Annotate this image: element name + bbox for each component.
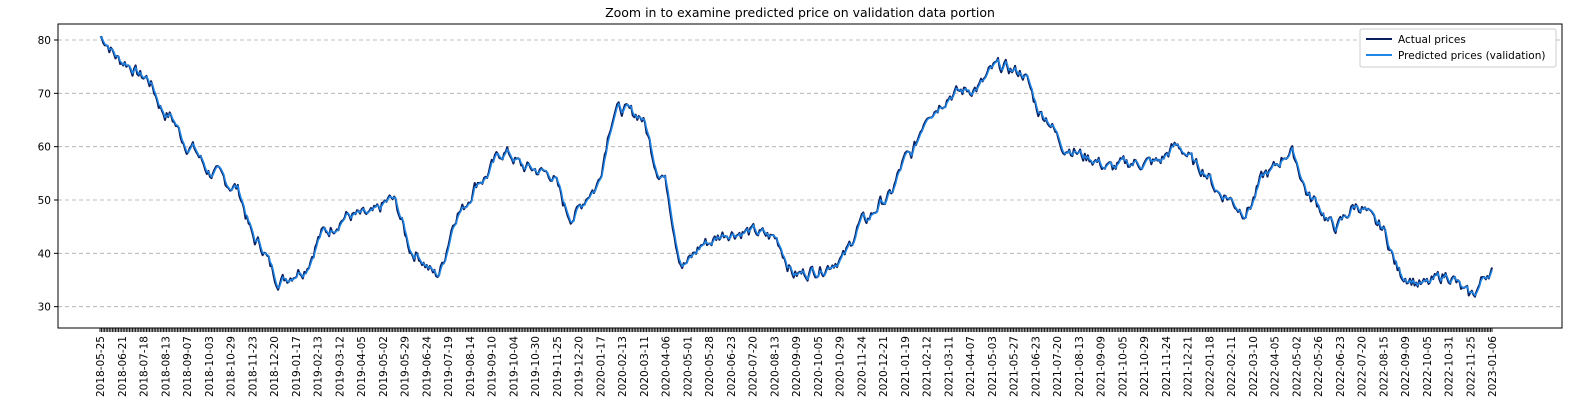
x-tick-label: 2019-02-13 bbox=[313, 336, 325, 397]
x-tick-label: 2020-12-21 bbox=[878, 336, 890, 397]
series-line-predicted bbox=[99, 36, 1493, 297]
x-tick-label: 2020-01-17 bbox=[595, 336, 607, 397]
x-tick-label: 2021-12-21 bbox=[1183, 336, 1195, 397]
x-tick-label: 2019-06-24 bbox=[421, 336, 433, 397]
x-tick-label: 2020-08-13 bbox=[769, 336, 781, 397]
x-tick-label: 2018-05-25 bbox=[95, 336, 107, 397]
x-tick-label: 2020-10-29 bbox=[835, 336, 847, 397]
x-tick-label: 2021-06-23 bbox=[1030, 336, 1042, 397]
x-tick-label: 2021-05-27 bbox=[1009, 336, 1021, 397]
x-tick-label: 2019-04-05 bbox=[356, 336, 368, 397]
x-tick-label: 2019-11-25 bbox=[552, 336, 564, 397]
x-tick-label: 2018-10-29 bbox=[226, 336, 238, 397]
x-tick-label: 2020-06-23 bbox=[726, 336, 738, 397]
x-tick-label: 2018-10-03 bbox=[204, 336, 216, 397]
x-tick-label: 2021-10-05 bbox=[1117, 336, 1129, 397]
x-tick-label: 2022-06-23 bbox=[1335, 336, 1347, 397]
x-tick-label: 2021-08-13 bbox=[1074, 336, 1086, 397]
x-tick-label: 2022-05-02 bbox=[1291, 336, 1303, 397]
y-tick-label: 70 bbox=[38, 88, 51, 100]
x-tick-label: 2022-09-09 bbox=[1400, 336, 1412, 397]
x-tick-label: 2019-08-14 bbox=[465, 336, 477, 397]
x-tick-label: 2020-10-05 bbox=[813, 336, 825, 397]
x-tick-label: 2020-07-20 bbox=[748, 336, 760, 397]
x-tick-label: 2019-03-12 bbox=[334, 336, 346, 397]
x-tick-label: 2021-07-20 bbox=[1052, 336, 1064, 397]
x-tick-label: 2020-05-28 bbox=[704, 336, 716, 397]
x-tick-label: 2019-07-19 bbox=[443, 336, 455, 397]
x-tick-label: 2020-04-06 bbox=[661, 336, 673, 397]
plot-area bbox=[57, 23, 1563, 329]
y-tick-label: 50 bbox=[38, 195, 51, 207]
series-lines bbox=[99, 36, 1493, 298]
x-tick-label: 2021-03-11 bbox=[943, 336, 955, 397]
chart-title: Zoom in to examine predicted price on va… bbox=[605, 5, 995, 20]
x-tick-label: 2019-10-30 bbox=[530, 336, 542, 397]
x-tick-label: 2022-02-11 bbox=[1226, 336, 1238, 397]
x-tick-label: 2021-09-09 bbox=[1096, 336, 1108, 397]
grid-lines bbox=[58, 39, 1562, 308]
x-tick-label: 2018-08-13 bbox=[160, 336, 172, 397]
y-tick-label: 80 bbox=[38, 35, 51, 47]
x-tick-label: 2020-11-24 bbox=[856, 336, 868, 397]
x-tick-label: 2018-11-23 bbox=[247, 336, 259, 397]
x-tick-label: 2022-10-05 bbox=[1422, 336, 1434, 397]
x-tick-label: 2020-03-11 bbox=[639, 336, 651, 397]
x-tick-label: 2018-07-18 bbox=[139, 336, 151, 397]
x-tick-label: 2019-05-29 bbox=[400, 336, 412, 397]
y-tick-label: 40 bbox=[38, 248, 51, 260]
x-tick-label: 2021-11-24 bbox=[1161, 336, 1173, 397]
x-tick-label: 2019-09-10 bbox=[487, 336, 499, 397]
x-tick-label: 2019-12-20 bbox=[574, 336, 586, 397]
x-tick-label: 2022-07-20 bbox=[1357, 336, 1369, 397]
x-tick-label: 2020-09-09 bbox=[791, 336, 803, 397]
x-tick-label: 2022-10-31 bbox=[1444, 336, 1456, 397]
x-tick-label: 2022-05-26 bbox=[1313, 336, 1325, 397]
legend: Actual prices Predicted prices (validati… bbox=[1359, 28, 1557, 68]
x-tick-label: 2021-02-12 bbox=[922, 336, 934, 397]
x-tick-label: 2022-11-25 bbox=[1465, 336, 1477, 397]
x-tick-label: 2022-03-10 bbox=[1248, 336, 1260, 397]
x-tick-label: 2018-09-07 bbox=[182, 336, 194, 397]
x-tick-label: 2021-10-29 bbox=[1139, 336, 1151, 397]
x-tick-label: 2020-05-01 bbox=[682, 336, 694, 397]
x-tick-label: 2021-05-03 bbox=[987, 336, 999, 397]
x-tick-label: 2022-04-05 bbox=[1270, 336, 1282, 397]
x-tick-label: 2022-08-15 bbox=[1378, 336, 1390, 397]
x-axis: 2018-05-25 2018-06-21 2018-07-18 2018-08-13… bbox=[95, 328, 1499, 397]
legend-box bbox=[1359, 28, 1557, 68]
x-tick-label: 2021-01-19 bbox=[900, 336, 912, 397]
legend-label-actual: Actual prices bbox=[1398, 34, 1466, 46]
x-tick-label: 2019-05-02 bbox=[378, 336, 390, 397]
x-tick-label: 2019-10-04 bbox=[508, 336, 520, 397]
x-tick-label: 2018-12-20 bbox=[269, 336, 281, 397]
y-tick-label: 30 bbox=[38, 302, 51, 314]
y-axis: 30 40 50 60 70 80 bbox=[38, 35, 58, 314]
x-tick-label: 2020-02-13 bbox=[617, 336, 629, 397]
y-tick-label: 60 bbox=[38, 142, 51, 154]
x-tick-label: 2018-06-21 bbox=[117, 336, 129, 397]
legend-label-predicted: Predicted prices (validation) bbox=[1398, 50, 1545, 62]
x-tick-label: 2021-04-07 bbox=[965, 336, 977, 397]
x-tick-label: 2022-01-18 bbox=[1204, 336, 1216, 397]
x-tick-label: 2019-01-17 bbox=[291, 336, 303, 397]
x-tick-label: 2023-01-06 bbox=[1487, 336, 1499, 397]
